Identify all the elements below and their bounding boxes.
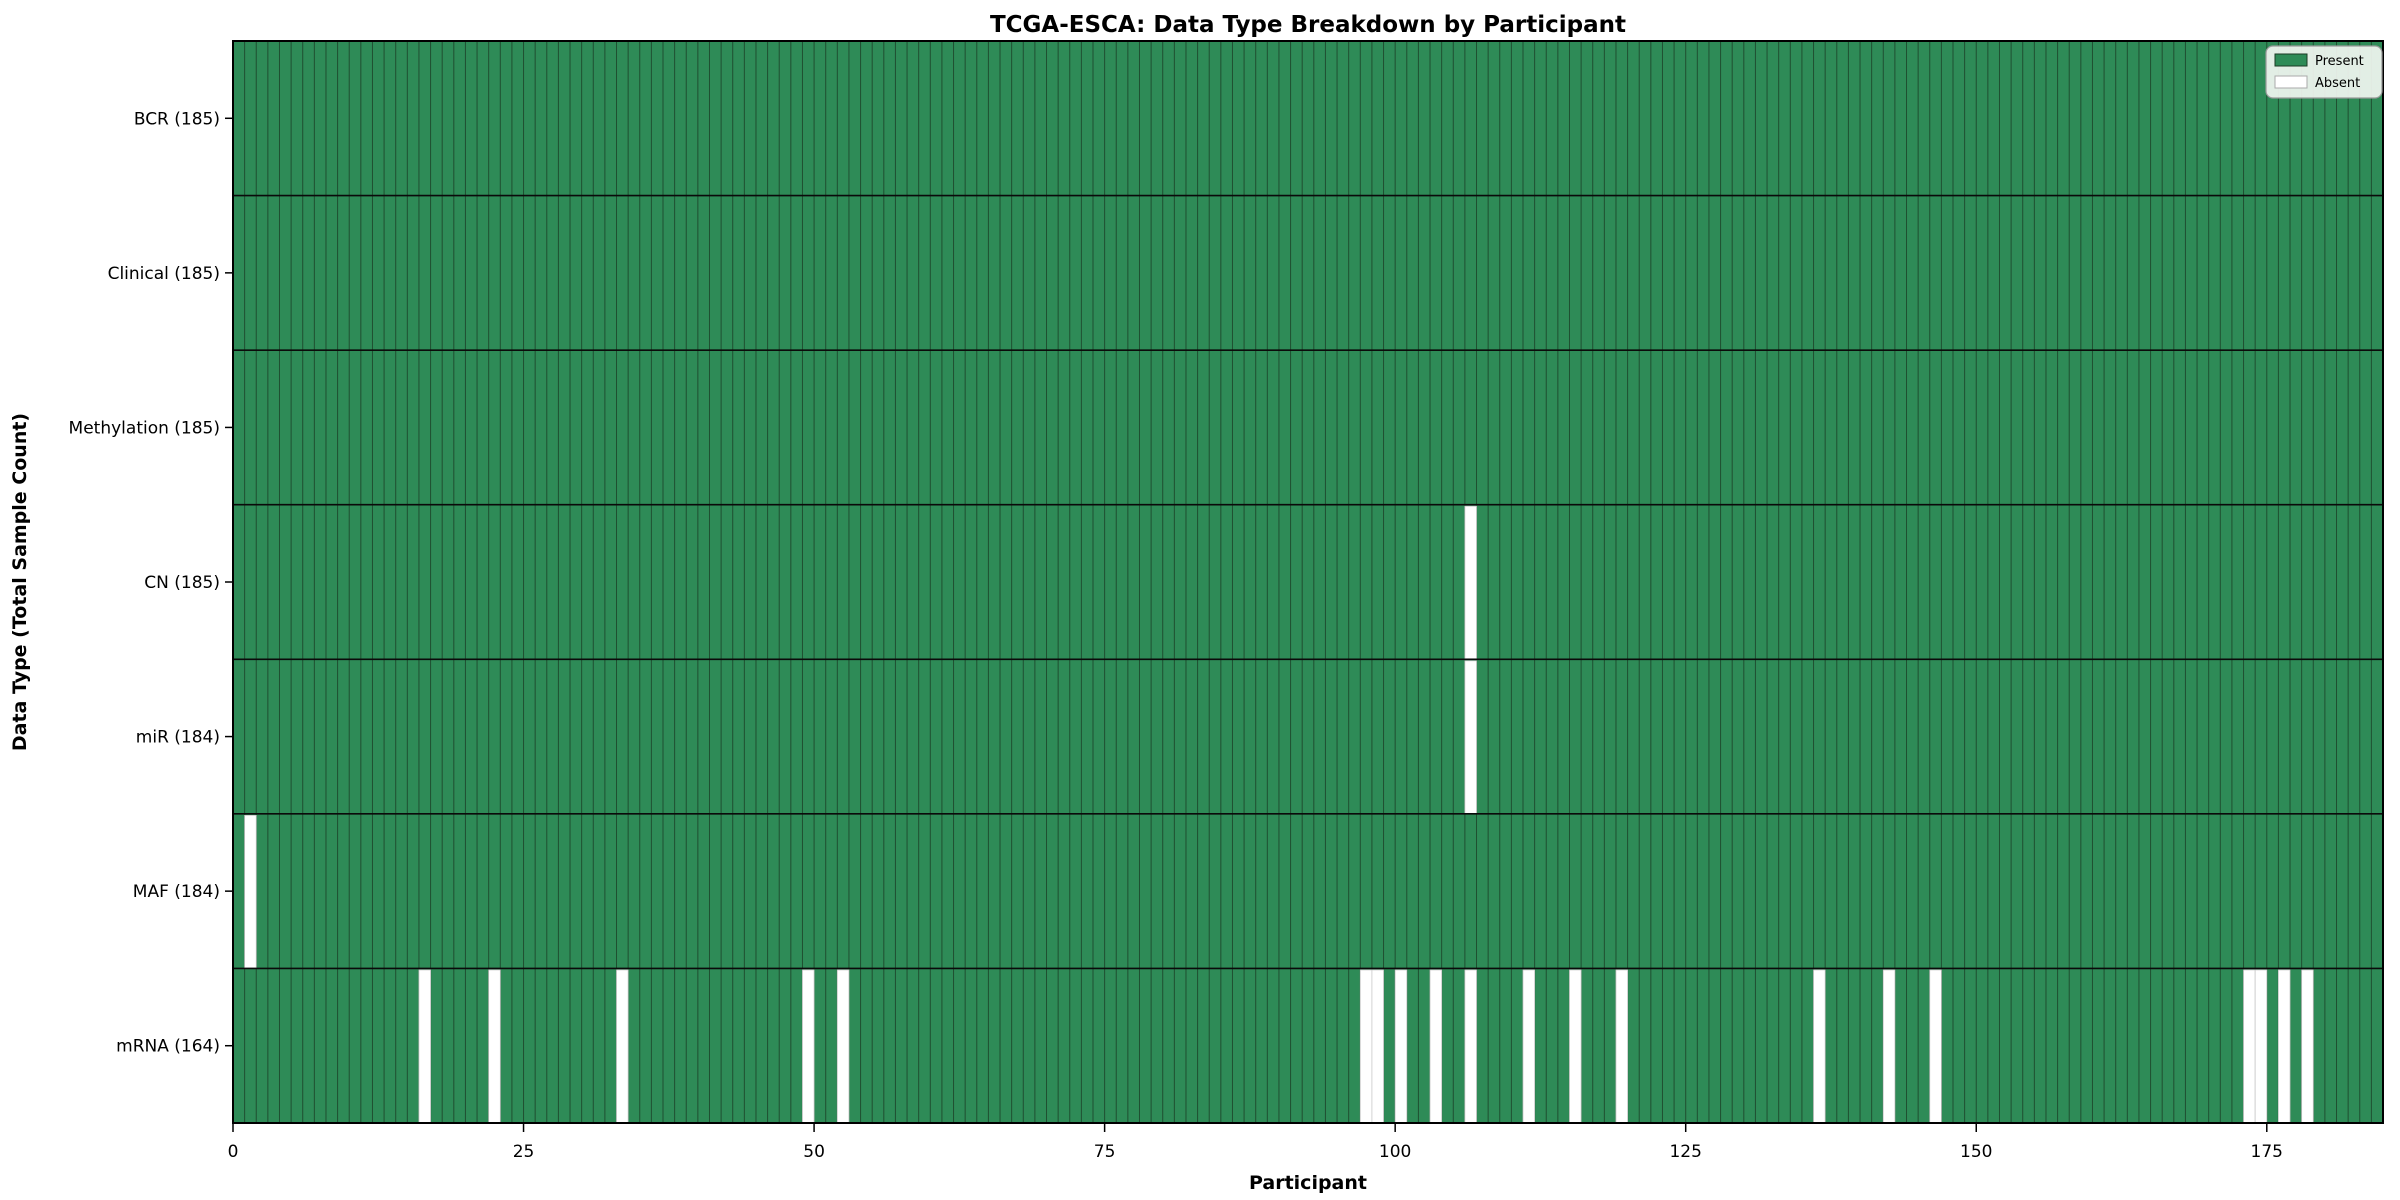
x-tick-label: 175 xyxy=(2251,1142,2283,1162)
absent-cell xyxy=(1813,969,1826,1123)
legend-present-label: Present xyxy=(2315,54,2364,69)
absent-cell xyxy=(1429,969,1443,1123)
plot-area xyxy=(233,41,2383,1123)
x-tick-label: 25 xyxy=(513,1142,535,1162)
y-tick-label: BCR (185) xyxy=(134,109,220,129)
absent-cell xyxy=(244,814,257,969)
y-tick-label: miR (184) xyxy=(136,728,220,748)
absent-cell xyxy=(1569,969,1582,1123)
x-tick-label: 100 xyxy=(1379,1142,1411,1162)
absent-cell xyxy=(2278,969,2291,1123)
y-tick-label: MAF (184) xyxy=(133,882,220,902)
absent-cell xyxy=(488,969,501,1123)
y-tick-label: mRNA (164) xyxy=(116,1037,220,1057)
absent-cell xyxy=(2243,969,2256,1123)
absent-cell xyxy=(1464,505,1477,660)
x-axis-label: Participant xyxy=(1249,1172,1367,1194)
absent-cell xyxy=(1359,969,1373,1123)
absent-cell xyxy=(1371,969,1384,1123)
absent-cell xyxy=(1464,660,1477,814)
y-tick-label: Methylation (185) xyxy=(69,418,220,438)
y-tick-label: CN (185) xyxy=(144,573,220,593)
absent-cell xyxy=(802,969,815,1123)
absent-cell xyxy=(1394,969,1408,1123)
absent-cell xyxy=(1464,969,1477,1123)
x-tick-label: 125 xyxy=(1669,1142,1701,1162)
legend-absent-swatch xyxy=(2274,75,2308,89)
chart-title: TCGA-ESCA: Data Type Breakdown by Partic… xyxy=(990,12,1626,38)
x-tick-label: 50 xyxy=(803,1142,825,1162)
absent-cell xyxy=(2254,969,2268,1123)
y-tick-label: Clinical (185) xyxy=(108,264,220,284)
absent-cell xyxy=(836,969,850,1123)
present-cells-background xyxy=(233,41,2383,1123)
legend-present-swatch xyxy=(2274,53,2308,67)
absent-cell xyxy=(418,969,431,1123)
absent-cell xyxy=(1929,969,1942,1123)
absent-cell xyxy=(2301,969,2314,1123)
legend: Present Absent xyxy=(2265,45,2383,99)
absent-cell xyxy=(1522,969,1536,1123)
x-tick-label: 0 xyxy=(228,1142,239,1162)
absent-cell xyxy=(1882,969,1896,1123)
absent-cell xyxy=(1615,969,1628,1123)
legend-absent-label: Absent xyxy=(2315,76,2360,91)
y-axis-label: Data Type (Total Sample Count) xyxy=(9,413,31,751)
x-tick-label: 75 xyxy=(1094,1142,1116,1162)
absent-cell xyxy=(616,969,629,1123)
x-tick-label: 150 xyxy=(1960,1142,1992,1162)
